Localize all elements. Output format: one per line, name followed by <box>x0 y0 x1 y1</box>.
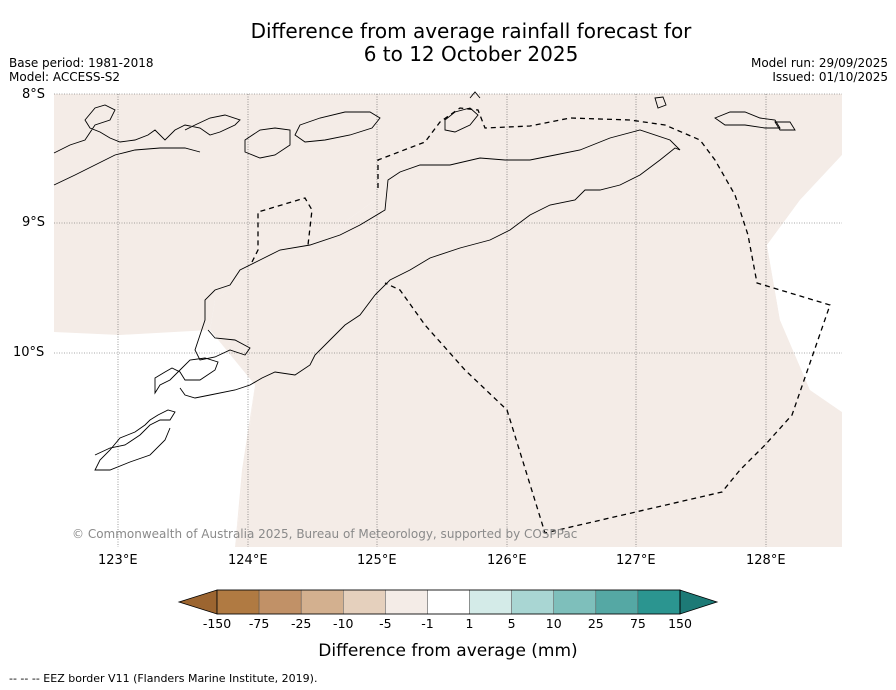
meta-left: Base period: 1981-2018 Model: ACCESS-S2 <box>9 56 154 84</box>
lon-label-127e: 127°E <box>616 553 656 568</box>
land-areas <box>54 94 842 547</box>
colorbar-tick-label: -75 <box>248 616 270 631</box>
lat-label-8s: 8°S <box>22 87 46 102</box>
lembata-island <box>244 127 291 159</box>
coastlines <box>53 91 796 471</box>
colorbar-segment <box>343 589 386 615</box>
colorbar-segment <box>511 589 554 615</box>
lon-label-125e: 125°E <box>357 553 397 568</box>
issued-date: Issued: 01/10/2025 <box>772 70 888 84</box>
colorbar-tick-label: 1 <box>465 616 474 631</box>
colorbar-tick-label: -25 <box>290 616 312 631</box>
small-island-3 <box>774 121 796 131</box>
colorbar-tick-label: -1 <box>421 616 434 631</box>
title-line-2: 6 to 12 October 2025 <box>363 42 579 66</box>
colorbar-segment <box>216 589 260 615</box>
ocean-east <box>767 155 842 412</box>
copyright-notice: © Commonwealth of Australia 2025, Bureau… <box>72 527 578 541</box>
colorbar-segment <box>553 589 597 615</box>
grid-lines <box>54 93 842 547</box>
lon-label-124e: 124°E <box>228 553 268 568</box>
wetar-island <box>444 107 479 133</box>
flores-south-coast <box>53 147 201 186</box>
land-east <box>210 94 842 547</box>
alor-island <box>294 111 381 143</box>
savu-island <box>94 409 176 471</box>
colorbar-extend-low <box>177 589 218 615</box>
meta-right: Model run: 29/09/2025 Issued: 01/10/2025 <box>751 56 888 84</box>
model-name: Model: ACCESS-S2 <box>9 70 121 84</box>
rote-island <box>154 357 219 395</box>
colorbar-title: Difference from average (mm) <box>318 641 578 661</box>
colorbar-tick-label: -5 <box>379 616 392 631</box>
colorbar-outline <box>216 589 681 615</box>
colorbar-segment <box>637 589 681 615</box>
timor-south-coast <box>179 294 376 399</box>
model-run: Model run: 29/09/2025 <box>750 56 888 70</box>
base-period: Base period: 1981-2018 <box>9 56 154 70</box>
atauro-island <box>469 91 481 99</box>
colorbar-tick-label: 5 <box>507 616 516 631</box>
colorbar-tick-label: 150 <box>668 616 692 631</box>
eez-borders <box>251 107 831 534</box>
eez-timor-north <box>251 107 831 534</box>
lon-label-126e: 126°E <box>487 553 527 568</box>
timor-north-coast <box>194 129 681 361</box>
footnote: -- -- -- EEZ border V11 (Flanders Marine… <box>9 672 318 685</box>
colorbar-tick-label: -150 <box>202 616 232 631</box>
colorbar-tick-label: -10 <box>333 616 354 631</box>
lat-label-10s: 10°S <box>13 345 45 360</box>
colorbar-tick-label: 10 <box>545 616 562 631</box>
small-island-2 <box>714 111 781 129</box>
colorbar-segment <box>300 589 344 615</box>
colorbar-tick-label: 25 <box>587 616 604 631</box>
colorbar-segment <box>427 589 470 615</box>
lon-label-128e: 128°E <box>746 553 786 568</box>
lat-label-9s: 9°S <box>22 215 46 230</box>
chart-title: Difference from average rainfall forecas… <box>0 20 896 66</box>
colorbar-segments <box>177 589 719 615</box>
colorbar-segment <box>258 589 302 615</box>
title-line-1: Difference from average rainfall forecas… <box>250 19 692 43</box>
small-island-1 <box>654 96 667 109</box>
colorbar-segment <box>385 589 428 615</box>
colorbar-tick-label: 75 <box>629 616 646 631</box>
colorbar-segment <box>595 589 639 615</box>
flores-coast <box>53 104 241 154</box>
colorbar-extend-high <box>679 589 719 615</box>
lon-label-123e: 123°E <box>98 553 138 568</box>
ocean-south-west <box>54 330 255 547</box>
colorbar-segment <box>469 589 512 615</box>
